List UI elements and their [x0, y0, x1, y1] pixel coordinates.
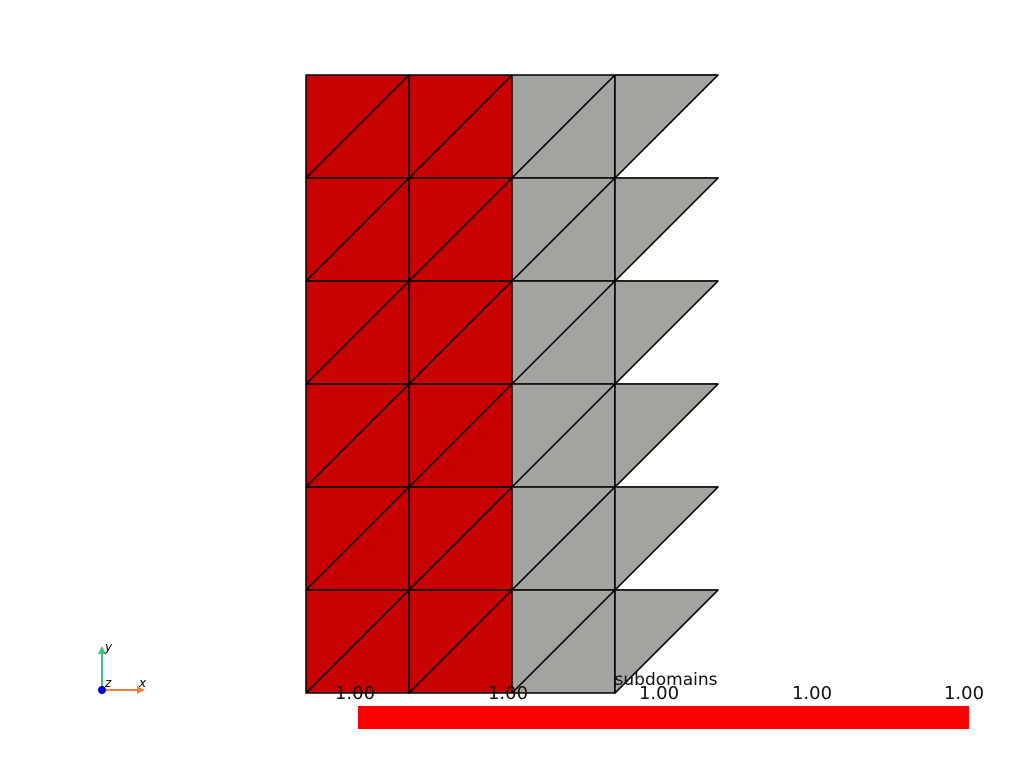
scalar-bar[interactable]: [358, 706, 969, 729]
scalar-bar-tick-label: 1.00: [487, 683, 529, 704]
x-axis-label: x: [139, 676, 147, 690]
scalar-bar-title: subdomains: [614, 670, 718, 690]
scalar-bar-tick-label: 1.00: [943, 683, 985, 704]
orientation-axes-widget: [98, 646, 145, 694]
x-axis-arrow: [137, 686, 145, 694]
mesh-triangle: [614, 280, 719, 385]
mesh-triangle: [614, 486, 719, 591]
y-axis-arrow: [98, 646, 106, 654]
mesh-triangle: [614, 177, 719, 282]
mesh-triangle: [614, 383, 719, 488]
mesh-triangle: [614, 74, 719, 179]
scalar-bar-tick-label: 1.00: [791, 683, 833, 704]
mesh-triangle: [614, 589, 719, 694]
z-axis-dot: [98, 686, 106, 694]
scalar-bar-tick-label: 1.00: [638, 683, 680, 704]
z-axis-label: z: [105, 676, 112, 690]
triangle-mesh[interactable]: [305, 74, 719, 694]
y-axis-label: y: [105, 640, 113, 654]
scalar-bar-tick-label: 1.00: [334, 683, 376, 704]
